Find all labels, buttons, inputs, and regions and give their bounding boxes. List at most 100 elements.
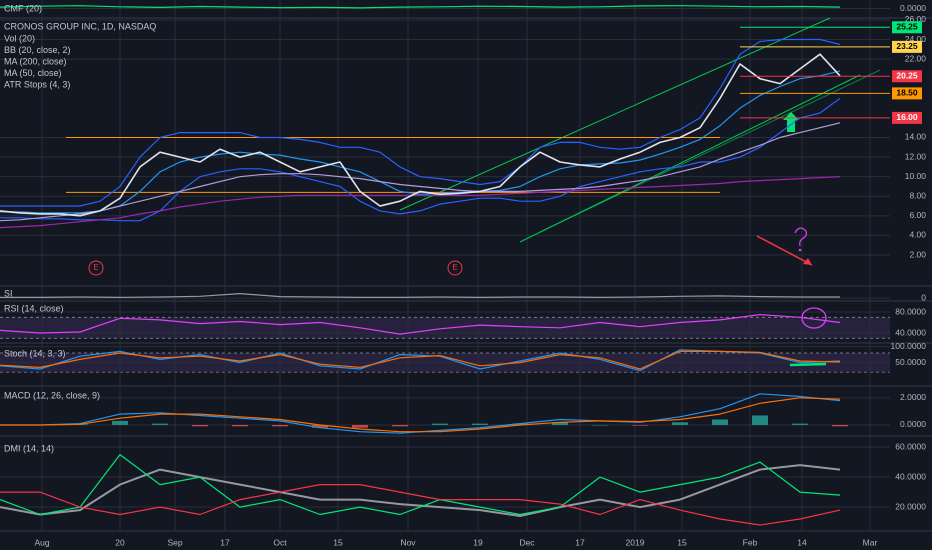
y-tick-label: 2.0000 bbox=[900, 392, 926, 402]
panel-title: SI bbox=[4, 288, 13, 298]
series-line bbox=[0, 176, 841, 229]
earnings-label: E bbox=[93, 263, 98, 272]
histogram-bar bbox=[192, 424, 208, 427]
price-tag bbox=[892, 40, 922, 53]
y-tick-label: 10.00 bbox=[905, 171, 927, 181]
y-tick-label: 40.0000 bbox=[895, 471, 926, 481]
x-tick-label: Aug bbox=[34, 537, 49, 547]
histogram-bar bbox=[112, 420, 128, 425]
price-tag-label: 20.25 bbox=[896, 71, 918, 81]
down-arrow-line bbox=[756, 235, 813, 266]
y-tick-label: 60.0000 bbox=[895, 441, 926, 451]
indicator-label: Vol (20) bbox=[4, 33, 35, 43]
x-tick-label: Feb bbox=[743, 537, 758, 547]
y-tick-label: 100.0000 bbox=[891, 341, 927, 351]
histogram-bar bbox=[712, 419, 728, 425]
price-tag bbox=[892, 111, 922, 124]
panel-title: CRONOS GROUP INC, 1D, NASDAQ bbox=[4, 21, 156, 31]
series-line bbox=[0, 38, 841, 207]
x-tick-label: 14 bbox=[797, 537, 807, 547]
histogram-bar bbox=[512, 423, 528, 425]
series-line bbox=[0, 5, 841, 9]
histogram-bar bbox=[232, 424, 248, 427]
y-tick-label: 2.00 bbox=[909, 249, 926, 259]
series-line bbox=[0, 454, 841, 516]
histogram-bar bbox=[792, 423, 808, 425]
x-tick-label: Mar bbox=[863, 537, 878, 547]
trend-channel-upper bbox=[399, 17, 831, 211]
panel-title: RSI (14, close) bbox=[4, 303, 64, 313]
price-tag-label: 25.25 bbox=[896, 22, 918, 32]
earnings-label: E bbox=[452, 263, 457, 272]
panel-title: MACD (12, 26, close, 9) bbox=[4, 390, 100, 400]
x-tick-label: 15 bbox=[333, 537, 343, 547]
y-tick-label: 40.0000 bbox=[895, 327, 926, 337]
trend-channel-middle bbox=[539, 69, 881, 233]
series-line bbox=[0, 484, 841, 526]
panel-title: CMF (20) bbox=[4, 3, 42, 13]
histogram-bar bbox=[272, 424, 288, 427]
price-tag-label: 16.00 bbox=[896, 112, 918, 122]
y-tick-label: 6.00 bbox=[909, 210, 926, 220]
question-dot bbox=[798, 248, 802, 252]
series-line bbox=[0, 314, 841, 335]
x-tick-label: 15 bbox=[677, 537, 687, 547]
earnings-marker bbox=[88, 260, 104, 276]
histogram-bar bbox=[672, 422, 688, 425]
histogram-bar bbox=[752, 415, 768, 425]
question-mark bbox=[794, 227, 808, 247]
y-tick-label: 80.0000 bbox=[895, 306, 926, 316]
x-tick-label: 17 bbox=[220, 537, 230, 547]
plot-area: 0.0000 CMF (20) 2.00 4.00 6.00 8.00 10.00 12.00… bbox=[0, 3, 927, 547]
series-line bbox=[0, 464, 841, 517]
histogram-bar bbox=[432, 423, 448, 425]
histogram-bar bbox=[352, 424, 368, 428]
series-line bbox=[0, 97, 841, 222]
indicator-label: MA (50, close) bbox=[4, 68, 62, 78]
y-tick-label: 20.0000 bbox=[895, 501, 926, 511]
stoch-highlight bbox=[789, 362, 827, 367]
x-tick-label: 19 bbox=[473, 537, 483, 547]
down-arrow-head bbox=[803, 258, 812, 265]
y-tick-label: 22.00 bbox=[905, 53, 927, 63]
indicator-label: ATR Stops (4, 3) bbox=[4, 79, 70, 89]
series-line bbox=[0, 350, 841, 370]
indicator-label: BB (20, close, 2) bbox=[4, 45, 71, 55]
histogram-bar bbox=[472, 423, 488, 425]
series-line bbox=[0, 293, 840, 298]
x-tick-label: Nov bbox=[400, 537, 416, 547]
price-tag bbox=[892, 21, 922, 34]
x-tick-label: 20 bbox=[115, 537, 125, 547]
price-tag bbox=[892, 87, 922, 100]
series-line bbox=[0, 122, 841, 222]
panel-title: Stoch (14, 3, 3) bbox=[4, 348, 66, 358]
y-tick-label: 24.00 bbox=[905, 34, 927, 44]
histogram-bar bbox=[592, 424, 608, 426]
price-tag-label: 18.50 bbox=[896, 88, 918, 98]
x-tick-label: 2019 bbox=[626, 537, 645, 547]
y-tick-label: 4.00 bbox=[909, 230, 926, 240]
histogram-bar bbox=[552, 422, 568, 425]
price-tag bbox=[892, 70, 922, 83]
x-tick-label: 17 bbox=[575, 537, 585, 547]
y-tick-label: 8.00 bbox=[909, 191, 926, 201]
panel-title: DMI (14, 14) bbox=[4, 443, 54, 453]
y-tick-label: 0.0000 bbox=[900, 3, 926, 13]
indicator-label: MA (200, close) bbox=[4, 56, 67, 66]
series-line bbox=[0, 70, 841, 214]
histogram-bar bbox=[312, 424, 328, 428]
x-tick-label: Sep bbox=[167, 537, 182, 547]
series-line bbox=[0, 397, 841, 433]
x-tick-label: Dec bbox=[519, 537, 535, 547]
y-tick-label: 0.0000 bbox=[900, 419, 926, 429]
histogram-bar bbox=[392, 424, 408, 427]
series-line bbox=[0, 53, 841, 217]
histogram-bar bbox=[152, 423, 168, 425]
earnings-marker bbox=[447, 260, 463, 276]
y-tick-label: 50.0000 bbox=[895, 357, 926, 367]
y-tick-label: 12.00 bbox=[905, 151, 927, 161]
y-tick-label: 14.00 bbox=[905, 132, 927, 142]
price-tag-label: 23.25 bbox=[896, 41, 918, 51]
